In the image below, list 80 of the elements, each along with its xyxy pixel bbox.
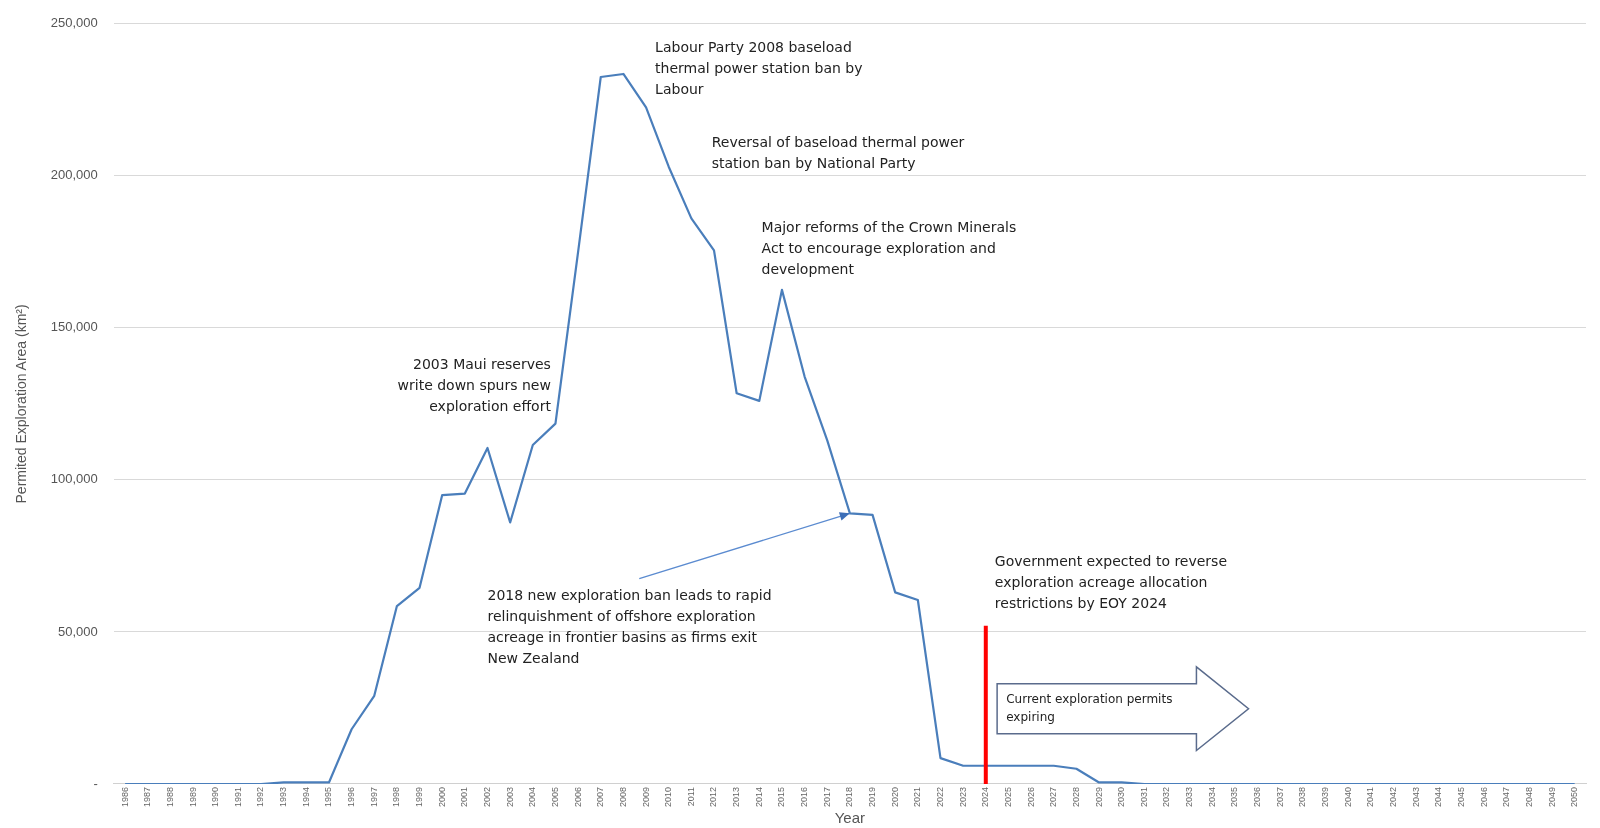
x-tick-label: 2003: [504, 786, 515, 808]
x-tick-label: 2046: [1478, 786, 1489, 808]
x-tick-label: 2040: [1342, 786, 1353, 808]
x-tick-label: 1998: [391, 786, 402, 808]
x-tick-label: 2016: [799, 786, 810, 808]
annotation: 2018 new exploration ban leads to rapid relinquishment of offshore exploration acreage in frontier basins as firms exit New Zealand: [487, 585, 773, 668]
x-tick-label: 2027: [1048, 786, 1059, 808]
y-tick-label: 100,000: [50, 471, 98, 487]
annotation: Reversal of baseload thermal power station ban by National Party: [711, 132, 966, 173]
x-tick-label: 2035: [1229, 786, 1240, 808]
x-tick-label: 2015: [776, 786, 787, 808]
x-tick-label: 2049: [1546, 786, 1557, 808]
x-tick-label: 2037: [1274, 786, 1285, 808]
x-tick-label: 2014: [753, 786, 764, 808]
x-tick-label: 2002: [481, 786, 492, 808]
x-tick-label: 1991: [232, 786, 243, 808]
x-tick-label: 2021: [912, 786, 923, 808]
x-tick-label: 2005: [549, 786, 560, 808]
x-tick-label: 2022: [934, 786, 945, 808]
x-tick-label: 2038: [1297, 786, 1308, 808]
x-tick-label: 2041: [1365, 786, 1376, 808]
x-tick-label: 1994: [300, 786, 311, 808]
x-tick-label: 2032: [1161, 786, 1172, 808]
x-tick-label: 1988: [164, 786, 175, 808]
x-tick-label: 2008: [617, 786, 628, 808]
x-tick-label: 2050: [1569, 786, 1580, 808]
x-tick-label: 1999: [414, 786, 425, 808]
x-tick-label: 1993: [278, 786, 289, 808]
x-tick-label: 2029: [1093, 786, 1104, 808]
x-tick-label: 1986: [119, 786, 130, 808]
y-tick-label: 50,000: [58, 623, 98, 639]
x-tick-label: 1995: [323, 786, 334, 808]
annotation: Current exploration permits expiring: [1006, 690, 1174, 726]
x-tick-label: 2020: [889, 786, 900, 808]
x-tick-label: 2004: [527, 786, 538, 808]
x-tick-label: 2045: [1455, 786, 1466, 808]
x-tick-label: 2026: [1025, 786, 1036, 808]
annotation: 2003 Maui reserves write down spurs new exploration effort: [396, 354, 551, 416]
x-tick-label: 2018: [844, 786, 855, 808]
annotation: Government expected to reverse exploration acreage allocation restrictions by EOY 2024: [994, 552, 1229, 614]
x-tick-label: 2013: [731, 786, 742, 808]
x-tick-label: 2047: [1501, 786, 1512, 808]
x-tick-label: 2031: [1138, 786, 1149, 808]
x-tick-label: 2044: [1433, 786, 1444, 808]
y-tick-label: -: [93, 775, 98, 791]
y-tick-label: 150,000: [50, 319, 98, 335]
x-tick-label: 1996: [346, 786, 357, 808]
x-tick-label: 2012: [708, 786, 719, 808]
x-tick-label: 2010: [663, 786, 674, 808]
annotation: Major reforms of the Crown Minerals Act to encourage exploration and development: [761, 217, 1018, 279]
x-tick-label: 2034: [1206, 786, 1217, 808]
x-tick-label: 2019: [867, 786, 878, 808]
x-tick-label: 2036: [1252, 786, 1263, 808]
x-tick-label: 1992: [255, 786, 266, 808]
x-tick-label: 1989: [187, 786, 198, 808]
x-axis-title: Year: [834, 809, 866, 827]
x-tick-label: 2042: [1387, 786, 1398, 808]
x-tick-label: 2017: [821, 786, 832, 808]
x-tick-label: 2001: [459, 786, 470, 808]
x-tick-label: 2007: [595, 786, 606, 808]
x-tick-label: 2048: [1523, 786, 1534, 808]
y-tick-label: 250,000: [50, 15, 98, 31]
x-tick-label: 1997: [368, 786, 379, 808]
x-tick-label: 2011: [685, 786, 696, 807]
x-tick-label: 2039: [1320, 786, 1331, 808]
x-tick-label: 1987: [142, 786, 153, 808]
y-tick-label: 200,000: [50, 167, 98, 183]
x-tick-label: 2033: [1184, 786, 1195, 808]
x-tick-label: 2025: [1002, 786, 1013, 808]
x-tick-label: 2000: [436, 786, 447, 808]
x-tick-label: 2023: [957, 786, 968, 808]
annotation: Labour Party 2008 baseload thermal power station ban by Labour: [655, 38, 864, 100]
y-axis-title: Permited Exploration Area (km²): [13, 304, 30, 504]
x-tick-label: 2009: [640, 786, 651, 808]
x-tick-label: 2006: [572, 786, 583, 808]
x-tick-label: 2024: [980, 786, 991, 808]
x-tick-label: 2043: [1410, 786, 1421, 808]
x-tick-label: 2030: [1116, 786, 1127, 808]
x-tick-label: 2028: [1070, 786, 1081, 808]
x-tick-label: 1990: [210, 786, 221, 808]
